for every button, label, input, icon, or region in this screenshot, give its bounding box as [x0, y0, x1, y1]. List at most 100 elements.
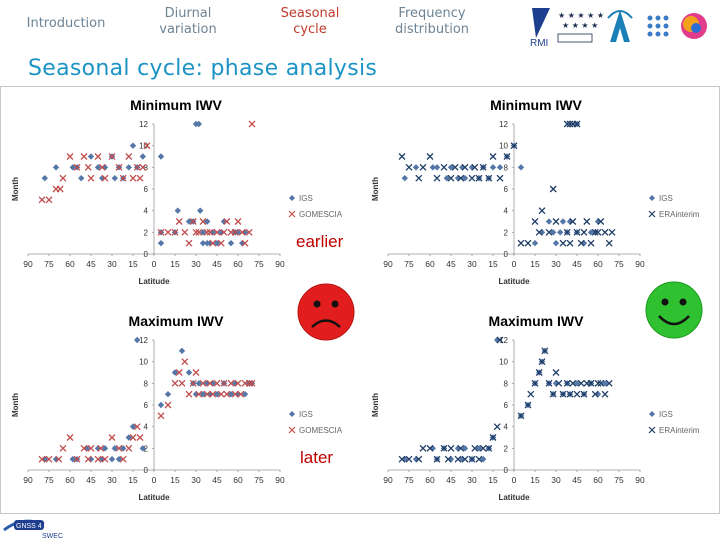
data-point-x: [510, 142, 518, 150]
x-tick-label: 0: [152, 475, 157, 485]
data-point-x: [189, 218, 197, 225]
data-point-x: [195, 390, 203, 398]
data-point-x: [426, 444, 434, 452]
x-axis-label: Latitude: [498, 493, 530, 502]
happy-face-icon: [645, 281, 703, 339]
x-tick-label: 60: [233, 475, 243, 485]
data-point-x: [227, 379, 235, 387]
y-tick-label: 12: [139, 120, 148, 129]
rmi-logo-text: RMI: [530, 38, 548, 48]
y-tick-label: 8: [144, 163, 149, 172]
data-point-x: [119, 174, 127, 182]
data-point-x: [139, 163, 147, 171]
data-point-x: [206, 379, 214, 387]
data-point-x: [457, 444, 465, 452]
chart-minimum-iwv-erainterim: Minimum IWV 0 2 4 6 8 10 12 90 75 60 45 30 15 0 15 30 45 6…: [371, 97, 700, 286]
nav-item-introduction[interactable]: Introduction: [18, 16, 114, 32]
data-point-diamond: [111, 445, 118, 452]
data-point-x: [405, 163, 413, 171]
data-point-x: [485, 444, 493, 452]
x-tick-label: 90: [275, 475, 285, 485]
data-point-x: [209, 239, 217, 247]
data-point-x: [531, 218, 539, 225]
data-point-x: [475, 455, 483, 463]
y-axis-label: Month: [11, 393, 20, 417]
data-point-x: [447, 444, 455, 452]
data-point-diamond: [69, 455, 76, 463]
data-point-x: [605, 239, 613, 247]
star-logo: ★ ★ ★ ★ ★ ★ ★ ★ ★: [557, 11, 604, 43]
nav-item-frequency-distribution[interactable]: Frequency distribution: [384, 6, 480, 38]
data-point-x: [587, 379, 595, 387]
y-tick-label: 12: [139, 336, 148, 345]
legend-marker: [649, 195, 655, 201]
data-point-x: [234, 218, 242, 225]
y-tick-label: 10: [139, 358, 148, 367]
x-tick-label: 90: [23, 259, 33, 269]
data-point-x: [98, 163, 106, 171]
data-point-x: [87, 444, 95, 452]
data-point-x: [471, 444, 479, 452]
data-point-diamond: [461, 445, 469, 452]
y-tick-label: 4: [144, 207, 149, 216]
chart-minimum-iwv-gomescia: Minimum IWV 0 2 4 6 8 10 12 90 75 60 45 30 15 0 15 30 45 6…: [11, 97, 343, 286]
x-tick-label: 45: [212, 475, 222, 485]
legend-label: GOMESCIA: [299, 210, 343, 219]
data-point-x: [73, 455, 81, 463]
data-point-x: [181, 358, 189, 366]
annotation-earlier: earlier: [296, 232, 344, 251]
x-tick-label: 60: [233, 259, 243, 269]
data-point-x: [468, 455, 476, 463]
data-point-x: [580, 390, 588, 398]
sad-face-icon: [297, 283, 355, 341]
data-point-diamond: [594, 218, 602, 225]
data-point-x: [55, 455, 63, 463]
data-point-x: [199, 218, 207, 225]
legend-label: IGS: [299, 194, 313, 203]
data-point-x: [185, 390, 193, 398]
data-point-diamond: [461, 174, 469, 182]
x-tick-label: 90: [23, 475, 33, 485]
x-tick-label: 0: [152, 259, 157, 269]
data-point-x: [587, 239, 595, 247]
data-point-x: [192, 369, 200, 376]
data-point-x: [398, 455, 406, 463]
y-tick-label: 6: [504, 185, 509, 194]
data-point-x: [164, 401, 172, 409]
data-point-x: [555, 379, 563, 387]
data-point-x: [496, 174, 504, 182]
data-point-x: [549, 390, 557, 398]
data-point-diamond: [195, 380, 202, 387]
nav-item-seasonal-cycle[interactable]: Seasonal cycle: [262, 6, 358, 38]
data-point-x: [171, 228, 179, 236]
logo-text-swec: SWEC: [42, 533, 63, 540]
data-point-x: [415, 455, 423, 463]
data-point-diamond: [475, 445, 483, 452]
nav-item-label: Frequency: [398, 6, 466, 21]
data-point-diamond: [69, 164, 76, 171]
data-point-x: [129, 434, 137, 441]
data-point-x: [237, 390, 245, 398]
data-point-x: [108, 153, 116, 160]
data-point-x: [493, 423, 501, 431]
annotation-later: later: [300, 448, 334, 467]
data-point-diamond: [557, 229, 564, 236]
data-point-x: [115, 163, 123, 171]
x-tick-label: 15: [530, 475, 540, 485]
legend-marker: [648, 426, 656, 434]
data-point-x: [157, 228, 165, 236]
data-point-x: [108, 434, 116, 441]
x-tick-label: 45: [572, 475, 582, 485]
data-point-diamond: [412, 164, 420, 171]
y-tick-label: 0: [144, 250, 149, 259]
data-point-diamond: [566, 218, 574, 225]
data-point-x: [479, 163, 487, 171]
data-point-diamond: [227, 390, 235, 398]
x-tick-label: 15: [488, 475, 498, 485]
data-point-x: [485, 174, 493, 182]
data-point-diamond: [199, 229, 207, 236]
nav-item-diurnal-variation[interactable]: Diurnal variation: [140, 6, 236, 38]
data-point-x: [213, 379, 221, 387]
data-point-x: [94, 455, 102, 463]
a-logo: [607, 10, 633, 42]
